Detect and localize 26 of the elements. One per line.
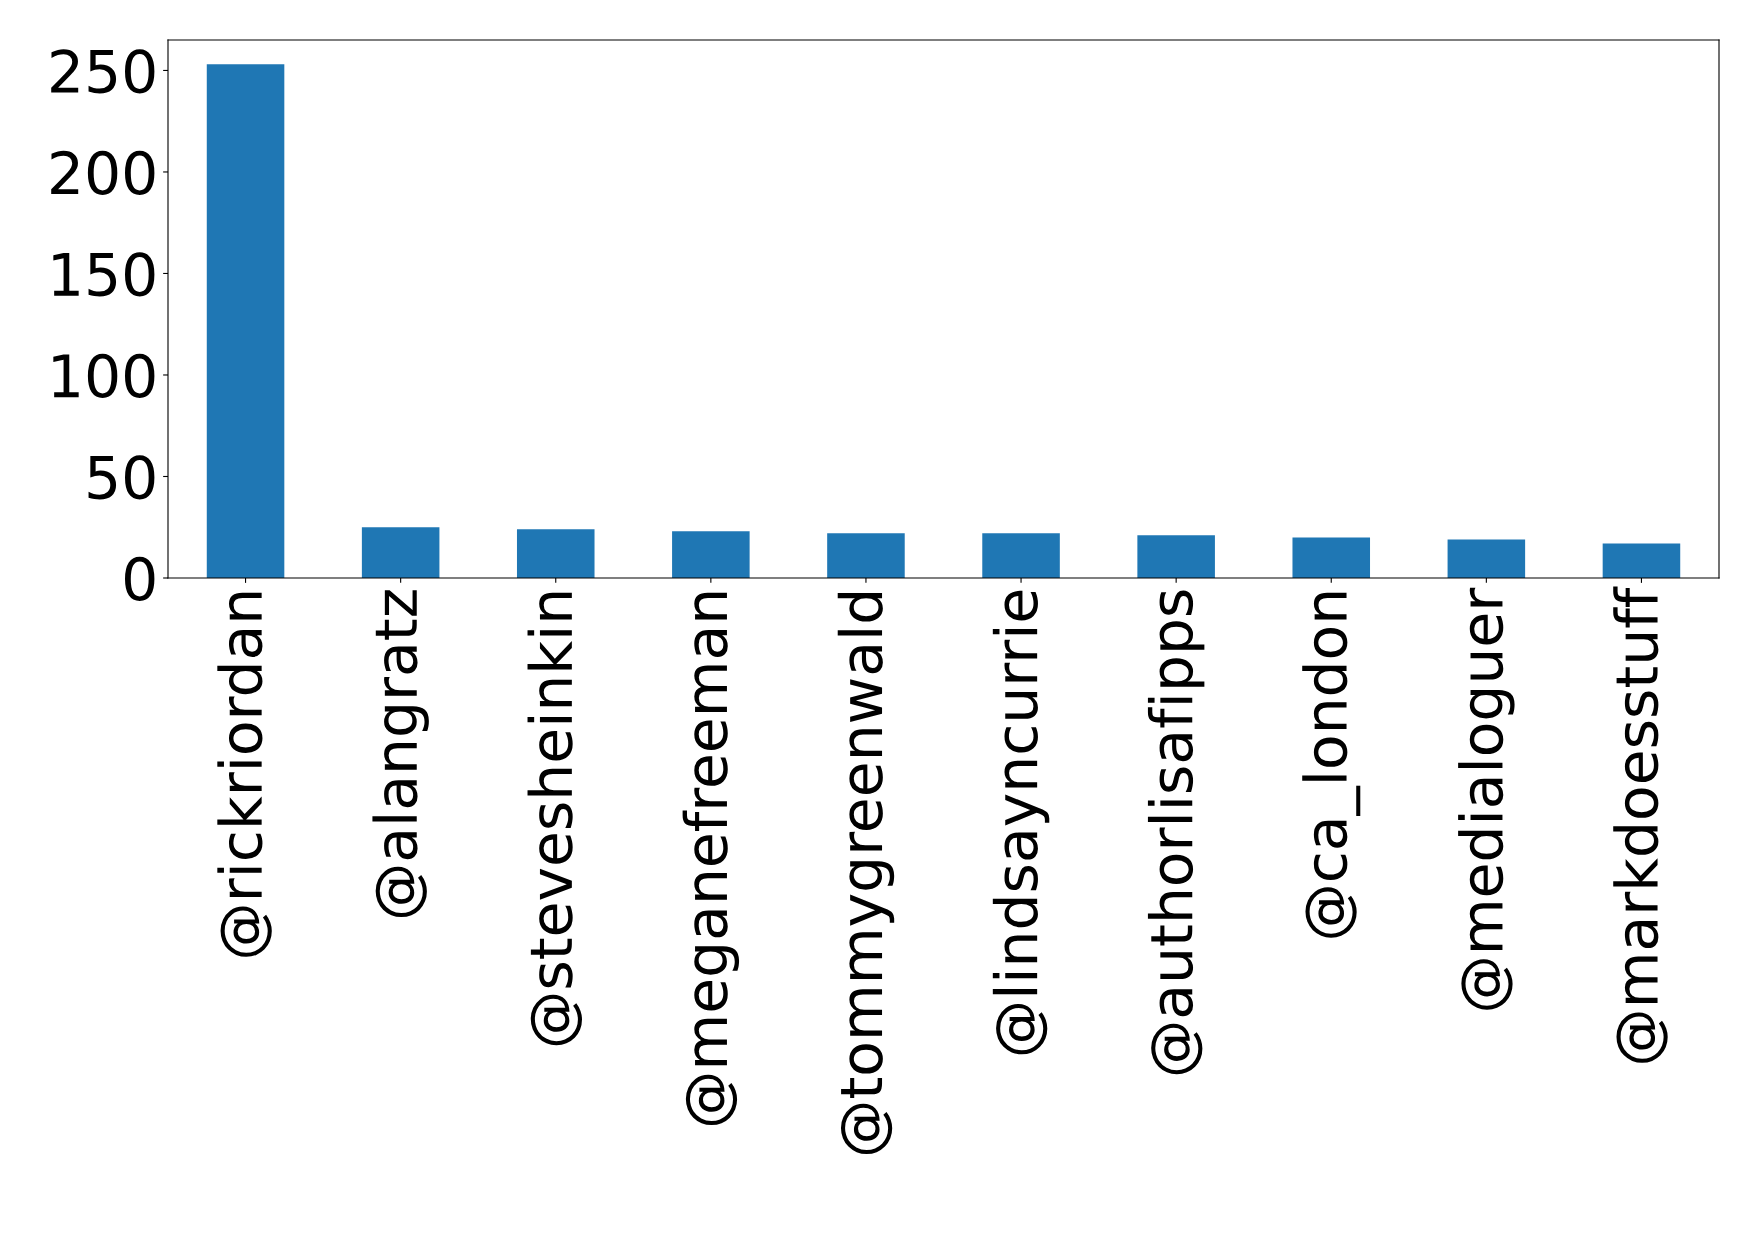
x-tick-label: @authorlisafipps xyxy=(1147,590,1205,1075)
x-tick-label: @medialoguer xyxy=(1458,587,1515,1010)
y-tick-label: 200 xyxy=(51,150,155,195)
x-tick-label: @tommygreenwald xyxy=(837,593,895,1155)
y-tick-label: 150 xyxy=(53,252,155,297)
y-tick-label: 50 xyxy=(88,455,155,500)
y-tick-label: 250 xyxy=(51,49,155,94)
bar xyxy=(982,533,1060,578)
y-tick-label: 0 xyxy=(125,556,155,601)
x-tick-label: @markdoesstuff xyxy=(1613,586,1668,1063)
y-tick-label: 100 xyxy=(53,353,155,398)
bar xyxy=(206,64,285,578)
x-tick-label: @meganefreeman xyxy=(682,592,740,1126)
x-tick-label: @lindsayncurrie xyxy=(992,590,1050,1055)
bar xyxy=(827,533,905,578)
bar xyxy=(516,529,595,578)
bar xyxy=(1602,543,1681,578)
x-tick-label: @stevesheinkin xyxy=(527,592,582,1046)
bar xyxy=(1447,539,1526,578)
x-tick-label: @ca_london xyxy=(1302,592,1361,938)
x-tick-label: @rickriordan xyxy=(217,592,272,957)
bar xyxy=(1292,537,1371,578)
bar xyxy=(361,527,440,578)
x-tick-label: @alangratz xyxy=(372,590,429,918)
bar xyxy=(672,531,750,578)
bar xyxy=(1137,535,1215,578)
